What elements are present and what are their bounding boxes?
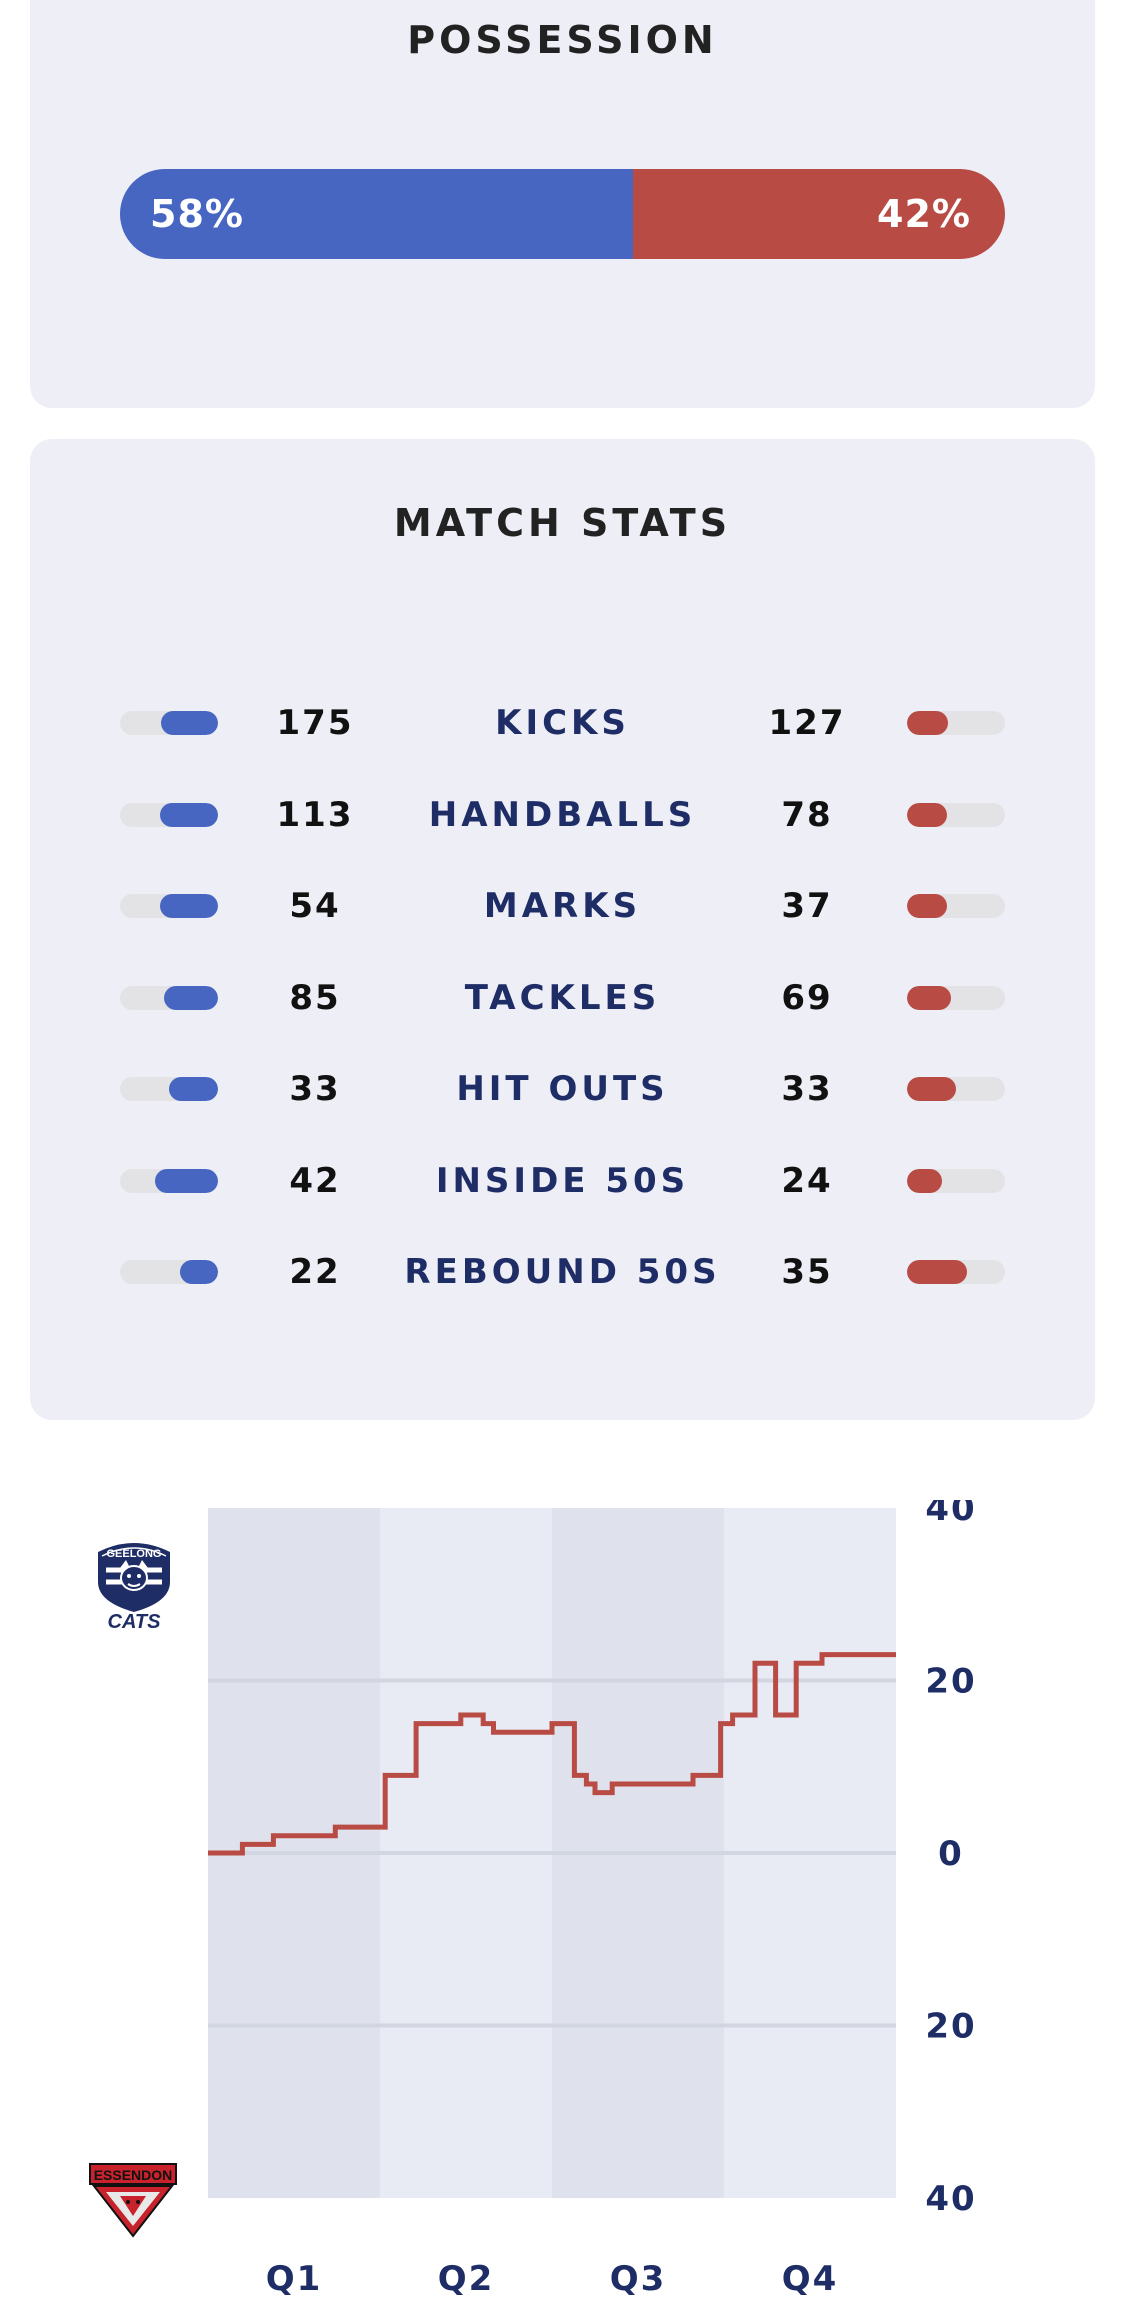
home-stat-bar-fill	[160, 894, 218, 918]
stat-label: INSIDE 50S	[435, 1160, 690, 1201]
away-stat-bar	[907, 711, 1005, 735]
stat-row: 175 KICKS 127	[30, 693, 1095, 753]
possession-away-segment: 42%	[633, 169, 1005, 259]
possession-title: POSSESSION	[407, 18, 718, 62]
home-stat-bar-fill	[161, 711, 218, 735]
y-tick-label: 40	[925, 2179, 976, 2219]
away-stat-value: 24	[781, 1160, 833, 1201]
quarter-label: Q4	[782, 2259, 839, 2299]
home-stat-value: 54	[289, 886, 341, 926]
home-stat-value: 113	[276, 794, 354, 835]
possession-card: POSSESSION 58% 42%	[30, 0, 1095, 408]
y-tick-label: 0	[938, 1834, 964, 1874]
y-tick-label: 20	[925, 2007, 976, 2047]
home-stat-bar	[120, 711, 218, 735]
possession-home-percent: 58%	[150, 192, 244, 236]
away-stat-bar	[907, 894, 1005, 918]
quarter-label: Q2	[438, 2259, 495, 2299]
home-stat-bar-fill	[164, 985, 218, 1010]
y-tick-label: 40	[925, 1500, 976, 1529]
home-stat-value: 33	[289, 1069, 341, 1109]
score-margin-line	[208, 1652, 896, 1856]
home-stat-value: 85	[289, 977, 341, 1018]
away-stat-bar	[907, 1077, 1005, 1101]
away-stat-bar-fill	[907, 985, 952, 1010]
home-stat-value: 175	[276, 703, 354, 743]
possession-away-percent: 42%	[877, 192, 971, 236]
away-stat-bar	[907, 802, 1005, 827]
stat-label: REBOUND 50S	[404, 1252, 721, 1292]
home-stat-value: 42	[289, 1160, 341, 1201]
stat-row: 54 MARKS 37	[30, 876, 1095, 936]
away-stat-value: 127	[768, 703, 846, 743]
away-stat-bar-fill	[907, 711, 949, 735]
stat-row: 42 INSIDE 50S 24	[30, 1151, 1095, 1211]
svg-text:ESSENDON: ESSENDON	[94, 2167, 173, 2183]
svg-text:GEELONG: GEELONG	[106, 1548, 161, 1560]
away-stat-value: 69	[781, 977, 833, 1018]
away-stat-value: 37	[781, 886, 833, 926]
away-stat-value: 35	[781, 1252, 833, 1292]
away-stat-value: 33	[781, 1069, 833, 1109]
away-stat-bar	[907, 1260, 1005, 1284]
chart-y-tick-labels: 40 20 0 20 40	[925, 1500, 976, 2219]
stat-row: 33 HIT OUTS 33	[30, 1059, 1095, 1119]
home-stat-bar	[120, 802, 218, 827]
svg-text:CATS: CATS	[108, 1611, 162, 1630]
chart-gridlines	[208, 1678, 896, 2028]
possession-bar: 58% 42%	[120, 169, 1005, 259]
home-stat-bar	[120, 985, 218, 1010]
away-stat-bar-fill	[907, 1260, 967, 1284]
stat-row: 85 TACKLES 69	[30, 968, 1095, 1028]
possession-home-segment: 58%	[120, 169, 634, 259]
away-stat-bar	[907, 985, 1005, 1010]
away-stat-bar-fill	[907, 894, 948, 918]
essendon-bombers-logo-icon: ESSENDON	[88, 2162, 178, 2238]
away-stat-bar-fill	[907, 1168, 943, 1193]
chart-line-group	[208, 1652, 896, 1856]
match-stats-title: MATCH STATS	[393, 501, 732, 545]
away-stat-value: 78	[781, 794, 833, 835]
home-stat-bar-fill	[160, 802, 218, 827]
home-stat-bar	[120, 1168, 218, 1193]
match-stats-card: MATCH STATS 175 KICKS 127 113 HANDBALLS 78 54 M…	[30, 439, 1095, 1420]
home-stat-bar	[120, 1260, 218, 1284]
away-stat-bar-fill	[907, 1077, 956, 1101]
home-stat-bar	[120, 1077, 218, 1101]
chart-x-tick-labels: Q1 Q2 Q3 Q4	[266, 2259, 839, 2299]
quarter-label: Q3	[610, 2259, 667, 2299]
stat-label: KICKS	[495, 703, 630, 743]
stat-row: 113 HANDBALLS 78	[30, 785, 1095, 845]
home-stat-value: 22	[289, 1252, 341, 1292]
away-stat-bar	[907, 1168, 1005, 1193]
stat-label: TACKLES	[464, 977, 661, 1018]
stat-row: 22 REBOUND 50S 35	[30, 1242, 1095, 1302]
score-worm-chart: 40 20 0 20 40 Q1 Q2 Q3 Q4	[208, 1500, 976, 2299]
geelong-cats-logo-icon: GEELONG CATS	[92, 1538, 176, 1633]
y-tick-label: 20	[925, 1662, 976, 1702]
stat-label: HIT OUTS	[456, 1069, 669, 1109]
away-stat-bar-fill	[907, 802, 948, 827]
home-stat-bar	[120, 894, 218, 918]
home-stat-bar-fill	[179, 1260, 218, 1284]
quarter-label: Q1	[266, 2259, 323, 2299]
stat-label: MARKS	[483, 886, 642, 926]
stat-label: HANDBALLS	[428, 794, 697, 835]
home-stat-bar-fill	[169, 1077, 218, 1101]
home-stat-bar-fill	[155, 1168, 218, 1193]
